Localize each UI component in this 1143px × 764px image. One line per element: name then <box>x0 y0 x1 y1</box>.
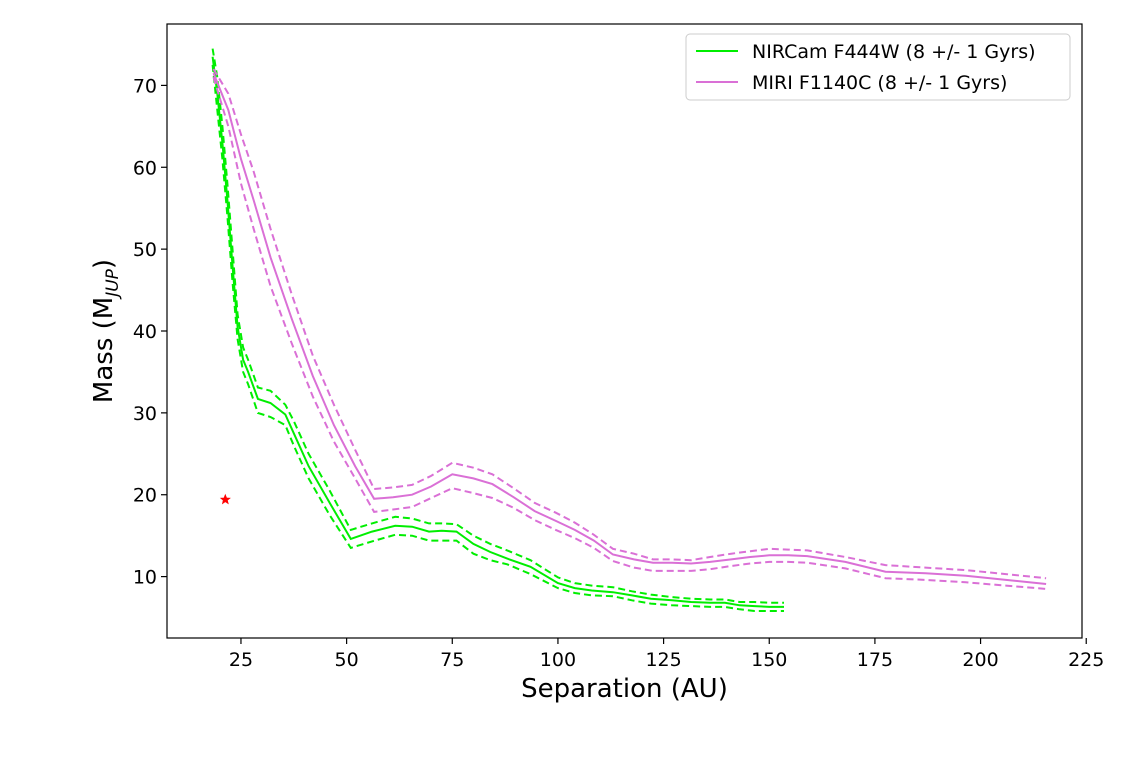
y-tick-label: 30 <box>133 403 157 425</box>
x-axis-ticks: 25 50 75 100 125 150 175 200 225 <box>229 638 1104 671</box>
y-axis-label-sub: JUP <box>103 268 123 299</box>
y-tick-label: 60 <box>133 157 157 179</box>
x-tick-label: 225 <box>1068 649 1104 671</box>
y-axis-ticks: 10 20 30 40 50 60 70 <box>133 75 167 589</box>
star-marker <box>219 493 231 505</box>
x-tick-label: 200 <box>962 649 998 671</box>
plot-lines <box>211 48 1047 612</box>
legend-box <box>685 33 1071 101</box>
y-axis-label-main: Mass (M <box>89 297 119 403</box>
legend-label-miri: MIRI F1140C (8 +/- 1 Gyrs) <box>752 72 1007 94</box>
y-axis-label-close: ) <box>89 259 119 269</box>
y-tick-label: 50 <box>133 239 157 261</box>
y-axis-label: Mass (MJUP) <box>89 259 123 403</box>
nircam-upper-line <box>211 48 784 604</box>
x-axis-label: Separation (AU) <box>521 674 728 704</box>
y-tick-label: 70 <box>133 75 157 97</box>
y-tick-label: 40 <box>133 321 157 343</box>
miri-line <box>212 72 1047 585</box>
x-tick-label: 125 <box>645 649 681 671</box>
x-tick-label: 50 <box>335 649 359 671</box>
legend-label-nircam: NIRCam F444W (8 +/- 1 Gyrs) <box>752 41 1036 63</box>
x-tick-label: 25 <box>229 649 253 671</box>
y-tick-label: 10 <box>133 567 157 589</box>
legend: NIRCam F444W (8 +/- 1 Gyrs) MIRI F1140C … <box>685 33 1071 101</box>
x-tick-label: 175 <box>857 649 893 671</box>
miri-lower-line <box>212 76 1047 590</box>
x-tick-label: 150 <box>751 649 787 671</box>
y-tick-label: 20 <box>133 485 157 507</box>
nircam-line <box>211 56 784 608</box>
x-tick-label: 75 <box>440 649 464 671</box>
nircam-lower-line <box>211 64 784 612</box>
miri-upper-line <box>212 68 1047 580</box>
x-tick-label: 100 <box>540 649 576 671</box>
